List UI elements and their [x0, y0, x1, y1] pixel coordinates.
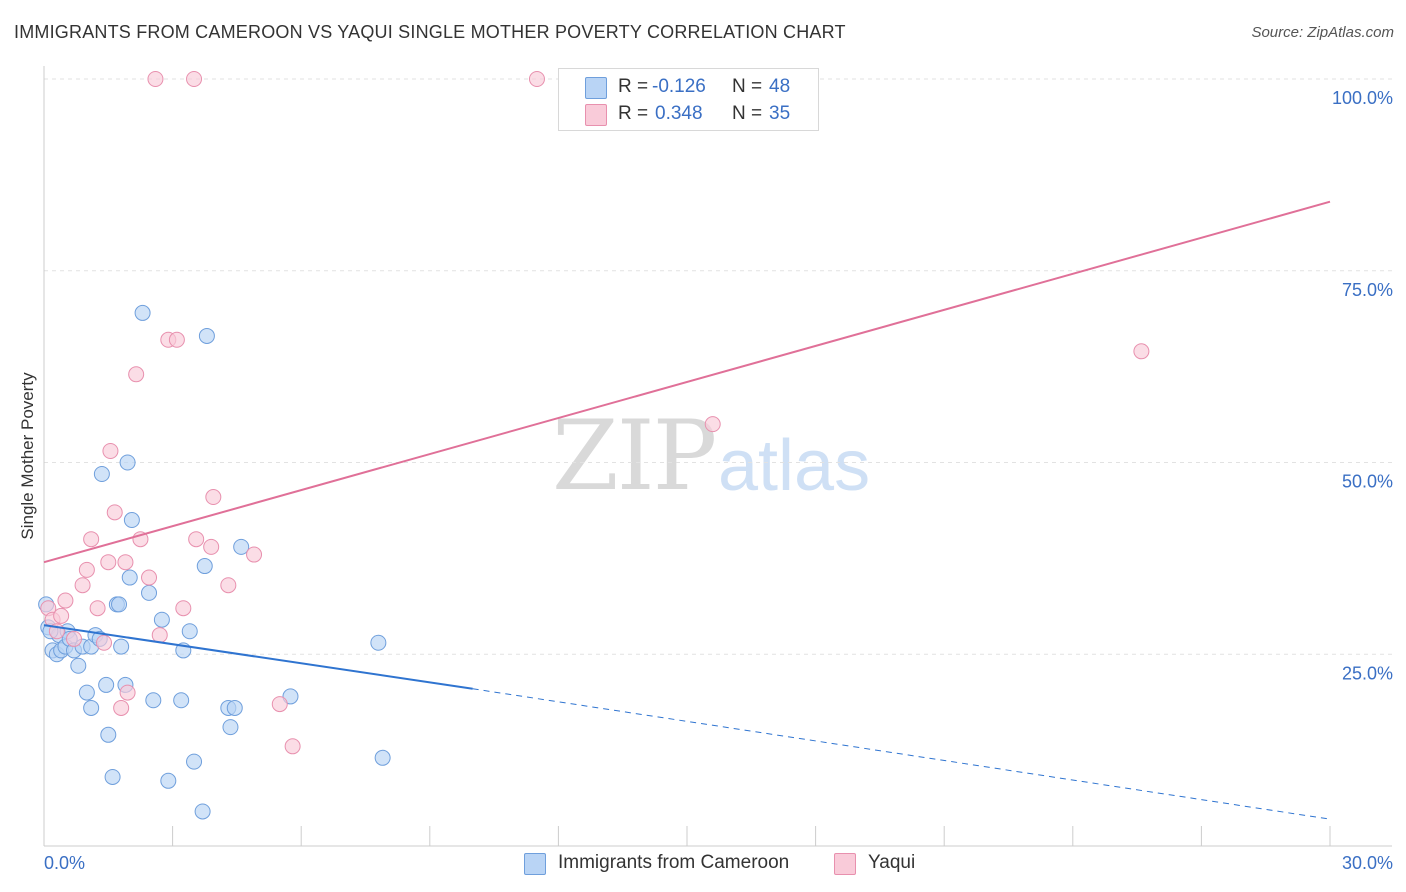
legend-swatch-cameroon: [585, 77, 607, 99]
cameroon-point: [226, 699, 243, 716]
yaqui-point: [78, 561, 95, 578]
yaqui-point: [147, 71, 164, 87]
yaqui-point: [100, 554, 117, 571]
yaqui-point: [89, 600, 106, 617]
legend-n-label: N =: [732, 76, 763, 97]
legend-swatch-yaqui: [585, 104, 607, 126]
bottom-legend-label-cameroon: Immigrants from Cameroon: [558, 852, 790, 873]
cameroon-point: [123, 512, 140, 529]
yaqui-trendline: [43, 200, 1331, 564]
cameroon-point: [233, 538, 250, 555]
yaqui-point: [113, 699, 130, 716]
yaqui-point: [704, 416, 721, 433]
cameroon-point: [104, 768, 121, 785]
yaqui-point: [175, 600, 192, 617]
legend-r-value: -0.126: [652, 76, 706, 97]
watermark-atlas: atlas: [718, 426, 871, 506]
bottom-legend-label-yaqui: Yaqui: [868, 852, 916, 873]
cameroon-point: [111, 596, 128, 613]
yaqui-point: [186, 71, 203, 87]
yaqui-point: [141, 569, 158, 586]
y-tick-label: 100.0%: [1332, 88, 1393, 108]
cameroon-point: [196, 558, 213, 575]
yaqui-point: [284, 738, 301, 755]
cameroon-point: [194, 803, 211, 820]
bottom-legend-swatch-yaqui: [834, 853, 856, 875]
yaqui-point: [271, 696, 288, 713]
yaqui-point: [205, 489, 222, 506]
cameroon-point: [98, 676, 115, 693]
cameroon-point: [83, 699, 100, 716]
legend-n-value: 48: [769, 76, 791, 97]
yaqui-point: [168, 331, 185, 348]
cameroon-point: [181, 623, 198, 640]
bottom-legend-swatch-cameroon: [524, 853, 546, 875]
legend-n-value: 35: [769, 103, 791, 124]
cameroon-point: [78, 684, 95, 701]
legend-r-value: 0.348: [655, 103, 703, 124]
yaqui-point: [74, 577, 91, 594]
chart-title: IMMIGRANTS FROM CAMEROON VS YAQUI SINGLE…: [14, 22, 846, 42]
cameroon-point: [198, 327, 215, 344]
yaqui-point: [128, 366, 145, 383]
cameroon-point: [145, 692, 162, 709]
yaqui-point: [188, 531, 205, 548]
cameroon-point: [374, 749, 391, 766]
cameroon-point: [119, 454, 136, 471]
yaqui-point: [96, 634, 113, 651]
y-tick-label: 50.0%: [1342, 472, 1393, 492]
x-tick-label: 0.0%: [44, 853, 85, 873]
yaqui-point: [528, 71, 545, 87]
cameroon-point: [160, 772, 177, 789]
cameroon-point: [121, 569, 138, 586]
y-tick-label: 75.0%: [1342, 280, 1393, 300]
watermark-zip: ZIP: [552, 400, 717, 512]
yaqui-point: [151, 627, 168, 644]
y-tick-label: 25.0%: [1342, 663, 1393, 683]
yaqui-point: [66, 630, 83, 647]
yaqui-point: [53, 607, 70, 624]
cameroon-point: [153, 611, 170, 628]
yaqui-point: [83, 531, 100, 548]
legend-r-label: R =: [618, 103, 649, 124]
cameroon-point: [93, 466, 110, 483]
legend-r-label: R =: [618, 76, 649, 97]
cameroon-point: [186, 753, 203, 770]
cameroon-point: [113, 638, 130, 655]
yaqui-point: [246, 546, 263, 563]
cameroon-point: [134, 304, 151, 321]
yaqui-point: [57, 592, 74, 609]
x-tick-label: 30.0%: [1342, 853, 1393, 873]
cameroon-trendline-extension: [472, 688, 1331, 820]
y-axis-label: Single Mother Poverty: [18, 372, 37, 540]
cameroon-point: [70, 657, 87, 674]
yaqui-point: [106, 504, 123, 521]
yaqui-point: [117, 554, 134, 571]
legend-row-yaqui: R = 0.348 N = 35: [559, 101, 818, 127]
cameroon-point: [141, 584, 158, 601]
yaqui-point: [1133, 343, 1150, 360]
cameroon-trendline: [43, 624, 473, 690]
cameroon-point: [222, 719, 239, 736]
legend-n-label: N =: [732, 103, 763, 124]
cameroon-point: [173, 692, 190, 709]
yaqui-point: [102, 442, 119, 459]
legend-row-cameroon: R = -0.126 N = 48: [559, 74, 818, 100]
yaqui-point: [119, 684, 136, 701]
yaqui-point: [203, 538, 220, 555]
cameroon-point: [100, 726, 117, 743]
stats-legend: R = -0.126 N = 48 R = 0.348 N = 35: [558, 68, 819, 131]
source-credit: Source: ZipAtlas.com: [1251, 24, 1394, 41]
cameroon-point: [370, 634, 387, 651]
yaqui-point: [220, 577, 237, 594]
